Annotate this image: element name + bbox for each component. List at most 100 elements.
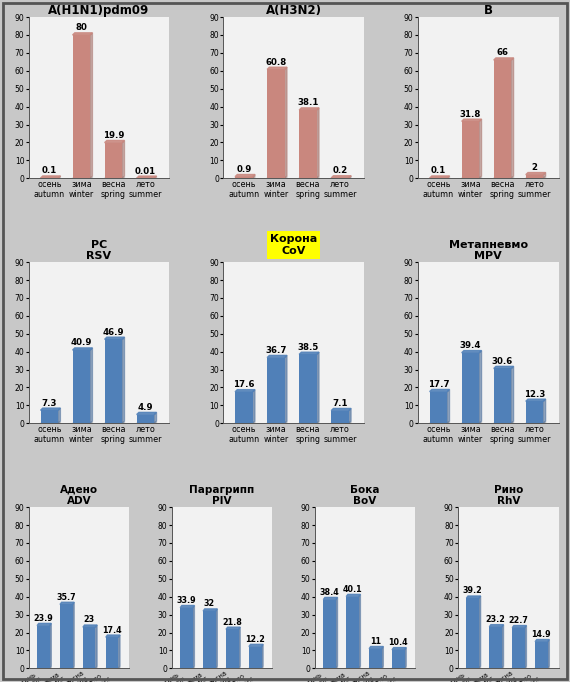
Bar bbox=[226, 629, 239, 668]
Polygon shape bbox=[369, 667, 383, 673]
Title: PC
RSV: PC RSV bbox=[87, 239, 112, 261]
Polygon shape bbox=[60, 667, 74, 673]
Bar bbox=[203, 611, 215, 668]
Polygon shape bbox=[72, 177, 92, 183]
Polygon shape bbox=[249, 644, 263, 647]
Polygon shape bbox=[105, 140, 124, 143]
Polygon shape bbox=[137, 413, 157, 415]
Polygon shape bbox=[137, 177, 157, 183]
Bar bbox=[235, 177, 253, 178]
Polygon shape bbox=[106, 635, 120, 637]
Polygon shape bbox=[72, 33, 92, 35]
Text: 0.9: 0.9 bbox=[236, 165, 251, 174]
Text: 36.7: 36.7 bbox=[265, 346, 287, 355]
Bar bbox=[180, 608, 193, 668]
Title: Адено
ADV: Адено ADV bbox=[60, 485, 98, 506]
Text: 7.3: 7.3 bbox=[42, 398, 57, 408]
Text: 11: 11 bbox=[370, 637, 381, 646]
Polygon shape bbox=[382, 647, 383, 668]
Polygon shape bbox=[119, 635, 120, 668]
Text: 0.1: 0.1 bbox=[42, 166, 57, 175]
Polygon shape bbox=[526, 173, 545, 175]
Text: 12.2: 12.2 bbox=[245, 635, 265, 644]
Polygon shape bbox=[346, 595, 360, 597]
Polygon shape bbox=[122, 140, 124, 178]
Title: Метапневмо
MPV: Метапневмо MPV bbox=[449, 239, 528, 261]
Polygon shape bbox=[489, 625, 503, 627]
Polygon shape bbox=[253, 175, 255, 178]
Bar bbox=[369, 649, 382, 668]
Bar bbox=[60, 604, 72, 668]
Polygon shape bbox=[331, 177, 351, 183]
Bar bbox=[512, 627, 525, 668]
Polygon shape bbox=[83, 667, 97, 673]
Text: 0.2: 0.2 bbox=[332, 166, 348, 175]
Polygon shape bbox=[447, 389, 450, 424]
Bar bbox=[494, 60, 511, 178]
Polygon shape bbox=[494, 177, 514, 183]
Bar bbox=[235, 391, 253, 424]
Polygon shape bbox=[267, 355, 287, 357]
Text: 80: 80 bbox=[75, 23, 87, 32]
Polygon shape bbox=[285, 355, 287, 424]
Bar bbox=[299, 110, 317, 178]
Polygon shape bbox=[479, 119, 482, 178]
Polygon shape bbox=[349, 409, 351, 424]
Text: 38.1: 38.1 bbox=[298, 98, 319, 107]
Title: A(H3N2): A(H3N2) bbox=[266, 4, 321, 17]
Polygon shape bbox=[462, 177, 482, 183]
Bar bbox=[105, 143, 122, 178]
Polygon shape bbox=[466, 596, 481, 598]
Text: 23.2: 23.2 bbox=[486, 615, 506, 624]
Polygon shape bbox=[83, 625, 97, 627]
Bar bbox=[494, 368, 511, 424]
Title: Корона
CoV: Корона CoV bbox=[270, 234, 317, 256]
Polygon shape bbox=[96, 625, 97, 668]
Text: 17.6: 17.6 bbox=[233, 380, 255, 389]
Polygon shape bbox=[494, 422, 514, 428]
Bar bbox=[526, 401, 543, 424]
Polygon shape bbox=[525, 625, 527, 668]
Polygon shape bbox=[180, 667, 194, 673]
Polygon shape bbox=[267, 68, 287, 70]
Bar bbox=[267, 70, 285, 178]
Polygon shape bbox=[154, 176, 157, 178]
Polygon shape bbox=[494, 58, 514, 60]
Polygon shape bbox=[203, 667, 217, 673]
Text: 17.7: 17.7 bbox=[428, 380, 449, 389]
Bar bbox=[72, 350, 90, 424]
Polygon shape bbox=[226, 667, 240, 673]
Polygon shape bbox=[430, 389, 450, 391]
Polygon shape bbox=[193, 606, 194, 668]
Polygon shape bbox=[466, 667, 481, 673]
Polygon shape bbox=[479, 351, 482, 424]
Bar bbox=[526, 175, 543, 178]
Polygon shape bbox=[392, 667, 406, 673]
Polygon shape bbox=[40, 422, 60, 428]
Bar bbox=[249, 647, 262, 668]
Bar bbox=[299, 355, 317, 424]
Text: 4.9: 4.9 bbox=[138, 403, 153, 412]
Text: 12.3: 12.3 bbox=[524, 389, 545, 398]
Text: 7.1: 7.1 bbox=[332, 399, 348, 408]
Polygon shape bbox=[72, 602, 74, 668]
Polygon shape bbox=[72, 348, 92, 350]
Text: 0.01: 0.01 bbox=[135, 166, 156, 175]
Title: B: B bbox=[483, 4, 492, 17]
Polygon shape bbox=[512, 625, 527, 627]
Polygon shape bbox=[543, 173, 545, 178]
Bar bbox=[535, 642, 548, 668]
Polygon shape bbox=[37, 667, 51, 673]
Polygon shape bbox=[317, 108, 319, 178]
Polygon shape bbox=[299, 352, 319, 355]
Bar bbox=[72, 35, 90, 178]
Polygon shape bbox=[299, 108, 319, 110]
Bar bbox=[267, 357, 285, 424]
Polygon shape bbox=[235, 175, 255, 177]
Bar bbox=[106, 637, 119, 668]
Polygon shape bbox=[50, 623, 51, 668]
Polygon shape bbox=[349, 176, 351, 178]
Polygon shape bbox=[331, 409, 351, 411]
Polygon shape bbox=[526, 177, 545, 183]
Text: 33.9: 33.9 bbox=[177, 596, 196, 605]
